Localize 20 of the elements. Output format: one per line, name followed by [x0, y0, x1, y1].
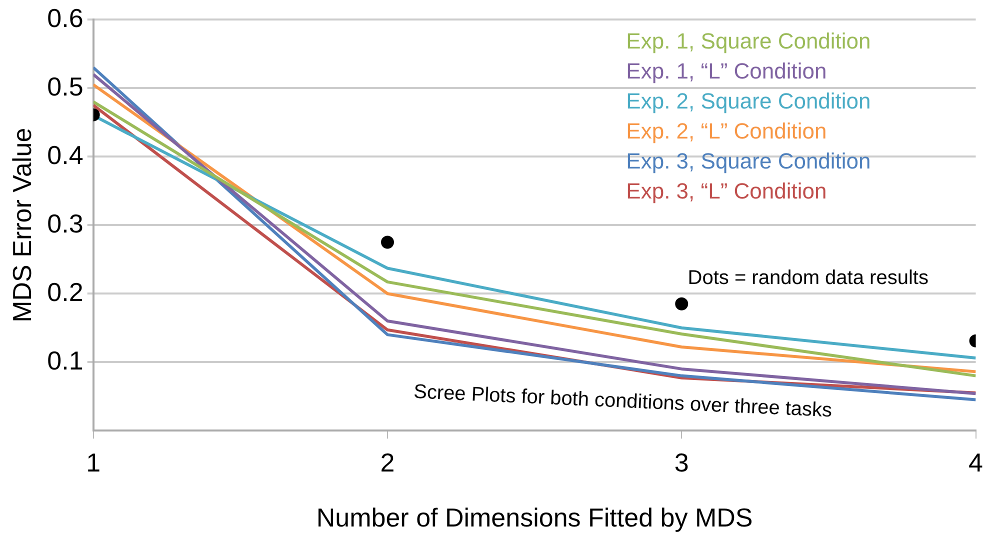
text: Exp. 1, “L” Condition: [626, 58, 827, 84]
y-axis-title: MDS Error Value: [6, 128, 37, 322]
y-tick-label: 0.3: [47, 208, 84, 238]
text: Exp. 2, Square Condition: [626, 88, 871, 114]
x-tick-label: 4: [968, 447, 984, 478]
text: Exp. 3, Square Condition: [626, 148, 871, 174]
y-tick-label: 0.6: [47, 2, 84, 33]
x-axis-title: Number of Dimensions Fitted by MDS: [316, 502, 753, 533]
annotation: Dots = random data results: [688, 267, 928, 290]
x-tick-label: 3: [674, 447, 689, 478]
y-tick-label: 0.5: [47, 71, 84, 102]
y-tick-label: 0.2: [47, 276, 84, 307]
x-tick-label: 1: [86, 447, 101, 478]
text: Exp. 1, Square Condition: [626, 28, 871, 54]
annotation: Scree Plots for both conditions over three tasks: [413, 380, 832, 422]
text: Exp. 3, “L” Condition: [626, 178, 827, 204]
x-tick-label: 2: [380, 447, 395, 478]
text: Exp. 2, “L” Condition: [626, 118, 827, 144]
y-tick-label: 0.4: [47, 140, 84, 170]
y-tick-label: 0.1: [47, 345, 84, 376]
